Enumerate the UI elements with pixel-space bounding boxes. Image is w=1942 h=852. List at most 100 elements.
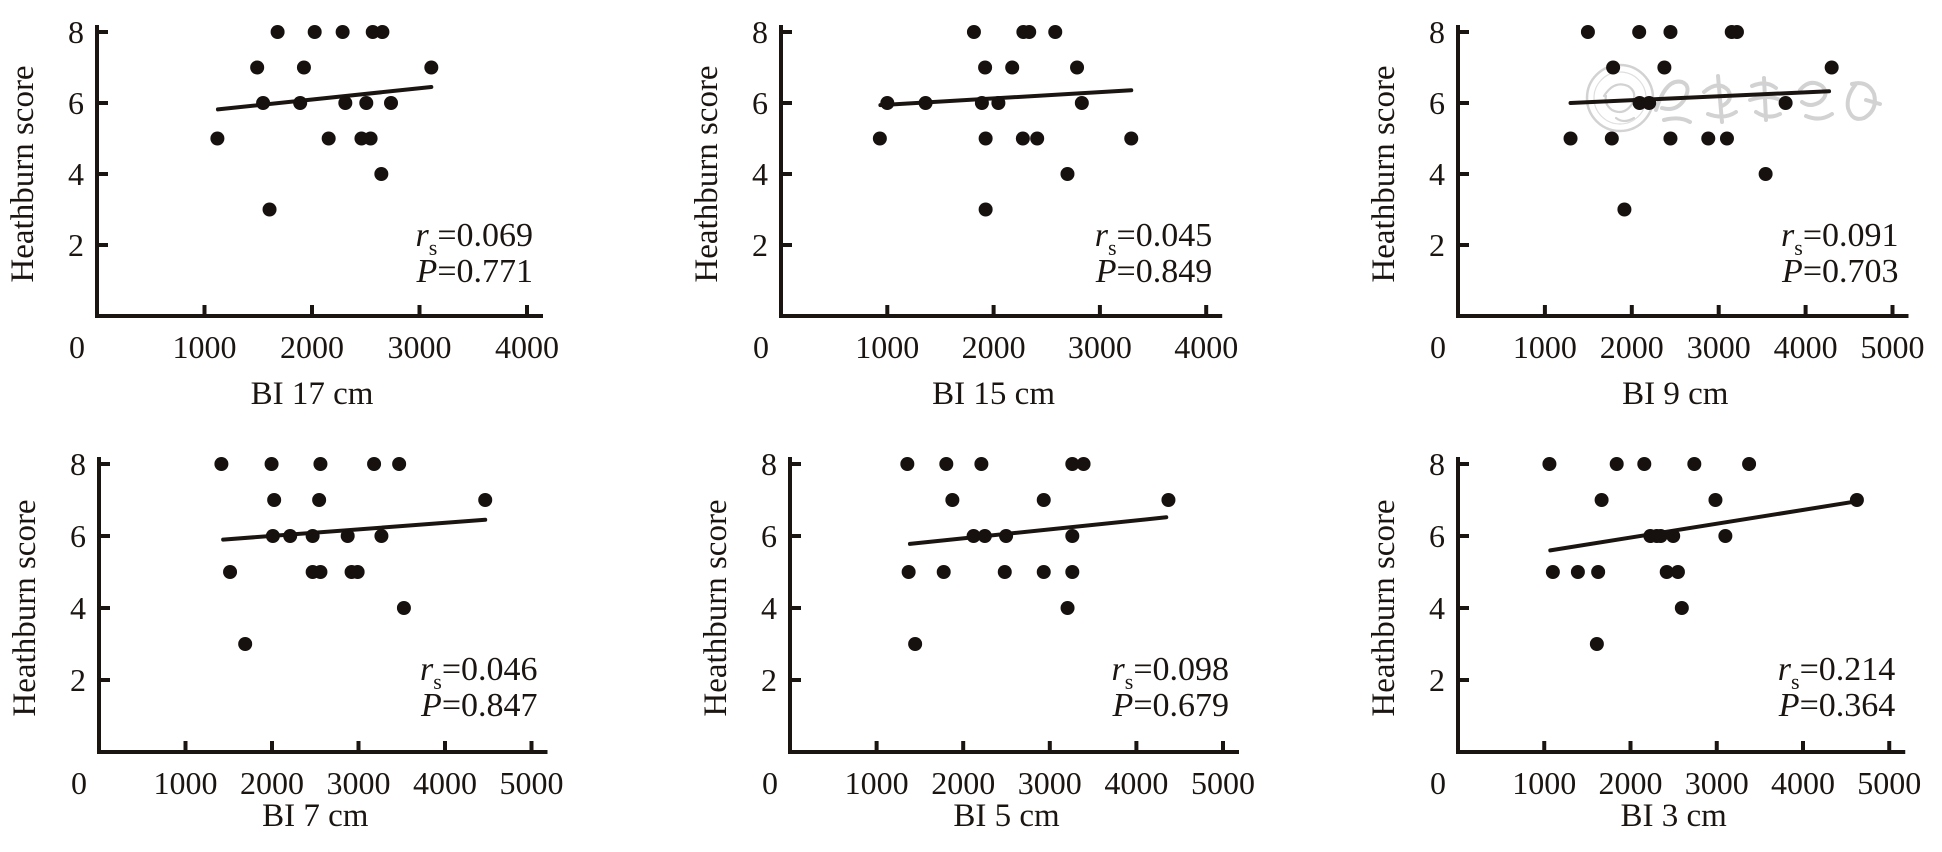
x-axis-title: BI 3 cm — [1620, 798, 1727, 834]
watermark-calligraphy-icon — [1798, 80, 1834, 121]
data-point — [1036, 565, 1051, 579]
x-tick-label: 1000 — [173, 329, 237, 365]
y-tick-label: 8 — [1429, 446, 1445, 482]
y-tick-label: 6 — [752, 85, 768, 121]
data-point — [1659, 565, 1674, 579]
data-point — [1718, 529, 1733, 543]
data-point — [1030, 131, 1045, 146]
data-point — [1729, 25, 1744, 39]
data-point — [264, 457, 279, 471]
y-axis-title: Heathburn score — [7, 499, 43, 716]
x-tick-label: 1000 — [1512, 765, 1576, 801]
data-point — [363, 131, 378, 146]
data-point — [901, 565, 916, 579]
p-stat-label: P=0.849 — [1095, 253, 1212, 290]
data-point — [350, 565, 365, 579]
trend-line — [907, 515, 1169, 546]
axis-lines — [779, 25, 1223, 318]
data-point — [978, 202, 993, 217]
y-tick-label: 2 — [1429, 227, 1445, 263]
data-point — [945, 493, 960, 507]
data-point — [1604, 131, 1619, 146]
y-tick-label: 6 — [761, 518, 777, 554]
x-tick-label: 2000 — [1599, 765, 1663, 801]
data-point — [1778, 96, 1793, 110]
x-tick-label: 5000 — [500, 765, 564, 801]
y-tick-label: 4 — [1429, 590, 1445, 626]
y-axis-title: Heathburn score — [1366, 65, 1402, 282]
data-point — [335, 25, 350, 39]
x-tick-label: 4000 — [1771, 765, 1835, 801]
data-point — [262, 202, 277, 217]
p-stat-label: P=0.364 — [1778, 687, 1895, 724]
x-tick-label: 2000 — [1600, 329, 1664, 365]
y-tick-label: 8 — [68, 14, 84, 50]
y-tick-label: 2 — [70, 662, 86, 698]
data-point — [880, 96, 895, 110]
y-tick-label: 2 — [68, 227, 84, 263]
x-axis-title: BI 7 cm — [262, 798, 369, 834]
data-point — [312, 493, 327, 507]
data-point — [296, 60, 311, 75]
panel-bi-15-cm: 2 4 6 8 0 1000 2000 3000 4000 BI 15 cm Heathburn s… — [647, 0, 1294, 426]
data-point — [1653, 529, 1668, 543]
data-point — [978, 60, 993, 75]
rs-stat-label: rs=0.091 — [1781, 217, 1898, 260]
x-tick-label: 0 — [1430, 329, 1446, 365]
data-point — [1637, 457, 1652, 471]
data-point — [1849, 493, 1864, 507]
y-tick-label: 6 — [1429, 85, 1445, 121]
data-point — [478, 493, 493, 507]
watermark-calligraphy-icon — [1702, 74, 1738, 124]
x-tick-label: 5000 — [1857, 765, 1921, 801]
data-point — [1719, 131, 1734, 146]
data-point — [1022, 25, 1037, 39]
data-point — [1617, 202, 1632, 217]
y-tick-label: 8 — [70, 446, 86, 482]
data-point — [1591, 565, 1606, 579]
data-point — [1048, 25, 1063, 39]
data-point — [1609, 457, 1624, 471]
axis-lines — [1456, 457, 1906, 754]
data-point — [1065, 529, 1080, 543]
data-point — [283, 529, 298, 543]
data-point — [1663, 131, 1678, 146]
data-point — [1742, 457, 1757, 471]
x-tick-label: 1000 — [845, 765, 909, 801]
data-point — [1570, 565, 1585, 579]
x-tick-label: 5000 — [1191, 765, 1255, 801]
journal-watermark — [1585, 63, 1882, 133]
y-axis-title: Heathburn score — [689, 65, 725, 282]
p-stat-label: P=0.771 — [416, 253, 533, 290]
data-point — [210, 131, 225, 146]
data-point — [1124, 131, 1139, 146]
data-point — [1545, 565, 1560, 579]
y-tick-label: 4 — [70, 590, 86, 626]
data-point — [313, 565, 328, 579]
y-tick-label: 6 — [1429, 518, 1445, 554]
x-tick-label: 1000 — [1513, 329, 1577, 365]
x-tick-label: 2000 — [240, 765, 304, 801]
panel-bi-3-cm: 2 4 6 8 0 1000 2000 3000 4000 5000 BI 3 cm Heathbur… — [1294, 426, 1942, 852]
y-tick-label: 8 — [752, 14, 768, 50]
data-point — [223, 565, 238, 579]
data-point — [974, 457, 989, 471]
data-point — [270, 25, 285, 39]
trend-line — [1568, 89, 1832, 105]
data-point — [999, 529, 1014, 543]
data-point — [1824, 60, 1839, 75]
data-point — [267, 493, 282, 507]
data-point — [1632, 25, 1647, 39]
p-stat-label: P=0.703 — [1781, 253, 1898, 290]
x-tick-label: 0 — [69, 329, 85, 365]
data-point — [340, 529, 355, 543]
x-tick-label: 0 — [762, 765, 778, 801]
panel-bi-7-cm: 2 4 6 8 0 1000 2000 3000 4000 5000 BI 7 cm Heathbur… — [0, 426, 647, 852]
x-tick-label: 3000 — [1687, 329, 1751, 365]
data-point — [1701, 131, 1716, 146]
y-tick-label: 8 — [761, 446, 777, 482]
data-point — [1708, 493, 1723, 507]
y-tick-label: 8 — [1429, 14, 1445, 50]
x-tick-label: 4000 — [1104, 765, 1168, 801]
scatter-chart-bi-9-cm: 2 4 6 8 0 1000 2000 3000 4000 5000 BI 9 cm Heathbur… — [1366, 14, 1925, 412]
